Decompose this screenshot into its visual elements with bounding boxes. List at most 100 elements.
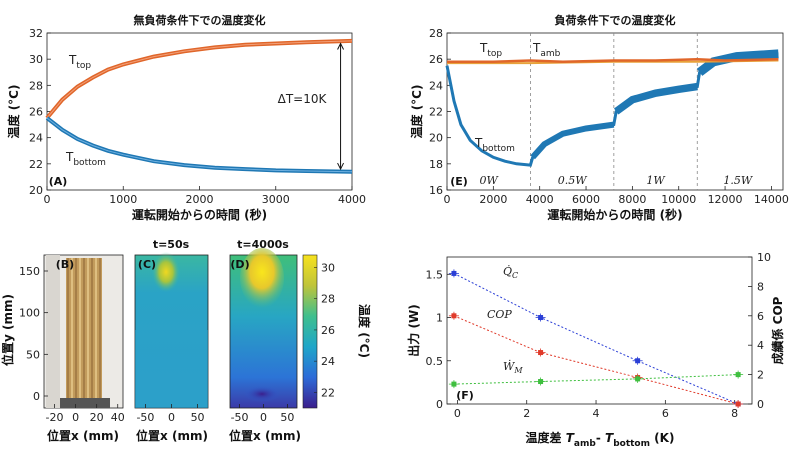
panel-f-point xyxy=(451,270,457,276)
panel-f-yr-tick-label: 2 xyxy=(757,369,764,382)
colorbar xyxy=(302,254,318,409)
panel-a-delta-label: ΔT=10K xyxy=(278,92,328,106)
panel-a-title: 無負荷条件下での温度変化 xyxy=(134,13,266,27)
panel-b-xlabel: 位置x (mm) xyxy=(47,428,119,443)
panel-c-xlabel: 位置x (mm) xyxy=(136,428,208,443)
panel-e-x-tick-label: 8000 xyxy=(618,193,646,206)
colorbar-label: 温度 (°C) xyxy=(357,304,372,358)
panel-b-photo-left-shade xyxy=(46,255,60,408)
panel-d-x-tick-label: 50 xyxy=(280,411,294,424)
panel-e-y-tick-label: 16 xyxy=(429,184,443,197)
panel-b-device-base xyxy=(60,398,110,408)
panel-f-point xyxy=(451,313,457,319)
panel-d-coldspot xyxy=(244,386,280,402)
panel-b-y-tick-label: 50 xyxy=(26,348,40,361)
panel-e-label-bottom: Tbottom xyxy=(474,136,515,154)
panel-e-x-tick-label: 4000 xyxy=(526,193,554,206)
panel-e-ylabel: 温度 (°C) xyxy=(409,85,424,139)
panel-e-x-tick-label: 0 xyxy=(444,193,451,206)
panel-e-region-label: 0.5W xyxy=(558,174,588,187)
panel-f-x-tick-label: 8 xyxy=(731,407,738,420)
panel-f-x-tick-label: 2 xyxy=(523,407,530,420)
panel-a-xlabel: 運転開始からの時間 (秒) xyxy=(132,207,267,222)
panel-a-y-tick-label: 32 xyxy=(29,27,43,40)
panel-b-x-tick-label: -20 xyxy=(46,411,64,424)
panel-c-lower-field xyxy=(135,330,208,408)
panel-e-series-bottom-band xyxy=(613,82,698,115)
panel-f-yl-tick-label: 1.5 xyxy=(426,268,444,281)
panel-f-point xyxy=(538,315,544,321)
panel-a-delta-arrowhead-top xyxy=(337,42,345,50)
panel-e-region-label: 0W xyxy=(480,174,500,187)
panel-f-axes xyxy=(446,256,753,405)
panel-e-x-tick-label: 2000 xyxy=(479,193,507,206)
panel-a-y-tick-label: 30 xyxy=(29,53,43,66)
panel-d-x-tick-label: 0 xyxy=(260,411,267,424)
panel-f-label-wm: ẆM xyxy=(503,359,523,375)
panel-b-label: (B) xyxy=(56,258,74,271)
panel-e-y-tick-label: 24 xyxy=(429,79,443,92)
colorbar-tick-label: 26 xyxy=(321,324,335,337)
panel-e-title: 負荷条件下での温度変化 xyxy=(555,13,676,27)
panel-a-delta-arrowhead-bottom xyxy=(337,162,345,171)
panel-f-label-cop: COP xyxy=(487,308,512,321)
panel-a-y-tick-label: 28 xyxy=(29,79,43,92)
panel-f-yr-tick-label: 10 xyxy=(757,251,771,264)
panel-c-hotspot xyxy=(152,252,180,292)
panel-f-yl-tick-label: 1 xyxy=(436,312,443,325)
panel-e-x-tick-label: 10000 xyxy=(661,193,696,206)
panel-d-label: (D) xyxy=(230,258,249,271)
colorbar-tick-label: 22 xyxy=(321,386,335,399)
panel-f-point xyxy=(538,379,544,385)
panel-e-y-tick-label: 28 xyxy=(429,27,443,40)
panel-a-x-tick-label: 3000 xyxy=(262,193,290,206)
panel-a-label-top: Ttop xyxy=(68,53,91,71)
panel-d-x-tick-label: -50 xyxy=(231,411,249,424)
panel-c-x-tick-label: 0 xyxy=(168,411,175,424)
panel-a-series-top xyxy=(45,38,353,120)
panel-c-title: t=50s xyxy=(153,238,190,251)
panel-b-x-tick-label: 20 xyxy=(90,411,104,424)
panel-b-x-tick-label: 0 xyxy=(72,411,79,424)
panel-a-ylabel: 温度 (°C) xyxy=(6,85,21,139)
panel-a-x-tick-label: 1000 xyxy=(109,193,137,206)
panel-f-x-tick-label: 0 xyxy=(454,407,461,420)
panel-f-x-tick-label: 6 xyxy=(662,407,669,420)
panel-e-series-top xyxy=(447,57,779,64)
panel-f-yl-tick-label: 0 xyxy=(436,398,443,411)
panel-f-point xyxy=(635,376,641,382)
panel-f-yr-tick-label: 4 xyxy=(757,339,764,352)
panel-f-series-2 xyxy=(453,374,739,385)
panel-b-y-tick-label: 150 xyxy=(19,265,40,278)
panel-c-x-tick-label: 50 xyxy=(191,411,205,424)
panel-e-label: (E) xyxy=(450,175,468,188)
panel-e-region-label: 1.5W xyxy=(723,174,753,187)
panel-f-series-1 xyxy=(453,315,739,405)
panel-a-x-tick-label: 2000 xyxy=(186,193,214,206)
panel-f-yl-tick-label: 0.5 xyxy=(426,355,444,368)
panel-f-x-tick-label: 4 xyxy=(593,407,600,420)
panel-c-x-tick-label: -50 xyxy=(136,411,154,424)
panel-e-y-tick-label: 20 xyxy=(429,132,443,145)
panel-a-y-tick-label: 26 xyxy=(29,106,43,119)
panel-a-x-tick-label: 0 xyxy=(44,193,51,206)
panel-f-yr-tick-label: 0 xyxy=(757,398,764,411)
panel-e-x-tick-label: 12000 xyxy=(708,193,743,206)
panel-e-label-amb: Tamb xyxy=(532,41,561,59)
panel-b-ylabel: 位置y (mm) xyxy=(0,294,15,366)
panel-a-x-tick-label: 4000 xyxy=(338,193,366,206)
panel-f-point xyxy=(635,358,641,364)
panel-a-y-tick-label: 22 xyxy=(29,158,43,171)
panel-f-point xyxy=(451,381,457,387)
panel-f-yr-tick-label: 6 xyxy=(757,310,764,323)
panel-a-label: (A) xyxy=(49,175,68,188)
panel-b-y-tick-label: 0 xyxy=(33,390,40,403)
panel-e-series-bottom-band xyxy=(530,121,615,160)
panel-f-yr-tick-label: 8 xyxy=(757,280,764,293)
panel-f-series-0 xyxy=(453,272,739,405)
panel-a-series-bottom-core xyxy=(46,117,353,173)
panel-d-xlabel: 位置x (mm) xyxy=(229,428,301,443)
panel-e-xlabel: 運転開始からの時間 (秒) xyxy=(547,207,682,222)
panel-f-ylabel-right: 成績係 COP xyxy=(770,296,785,364)
